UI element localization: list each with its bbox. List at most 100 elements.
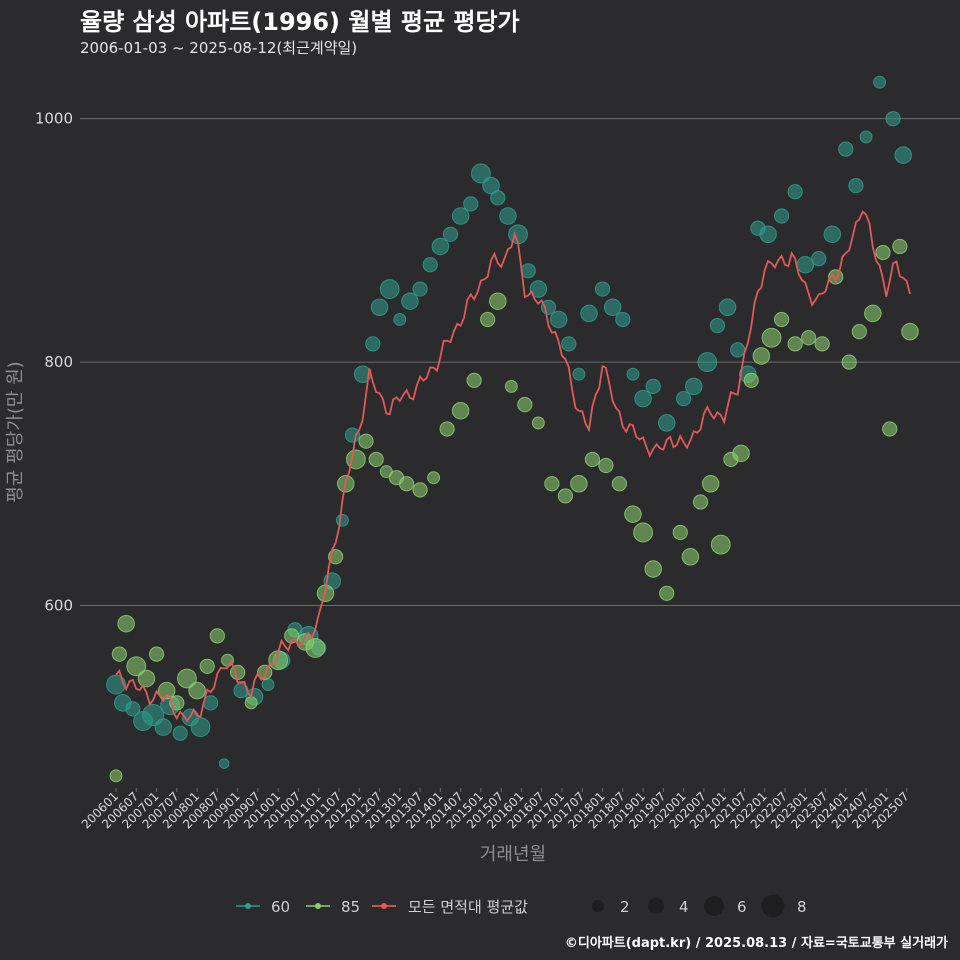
grid-lines bbox=[80, 118, 960, 606]
point-60 bbox=[190, 717, 211, 738]
point-85 bbox=[701, 475, 720, 493]
point-60 bbox=[154, 718, 173, 736]
point-85 bbox=[368, 451, 384, 468]
point-85 bbox=[157, 681, 176, 700]
point-60 bbox=[885, 111, 901, 127]
point-60 bbox=[451, 207, 470, 225]
point-85 bbox=[169, 695, 185, 711]
point-85 bbox=[504, 379, 518, 393]
point-85 bbox=[659, 585, 675, 601]
point-85 bbox=[841, 354, 857, 370]
point-60 bbox=[379, 279, 400, 299]
point-85 bbox=[611, 476, 628, 492]
point-60 bbox=[499, 207, 517, 225]
point-60 bbox=[718, 298, 737, 317]
point-60 bbox=[774, 208, 790, 224]
legend-size-circle-2 bbox=[592, 900, 604, 912]
point-60 bbox=[645, 378, 661, 395]
point-85 bbox=[412, 482, 428, 498]
point-85 bbox=[305, 638, 326, 658]
point-85 bbox=[570, 475, 588, 493]
point-60 bbox=[471, 163, 491, 184]
point-60 bbox=[365, 336, 381, 352]
point-85 bbox=[882, 421, 898, 437]
point-60 bbox=[529, 280, 548, 298]
avg-line bbox=[115, 210, 911, 723]
point-85 bbox=[875, 244, 891, 261]
scatter-points bbox=[106, 75, 919, 783]
legend-label-avg: 모든 면적대 평균값 bbox=[408, 898, 528, 916]
point-85 bbox=[743, 372, 759, 388]
x-tick-labels: 2006012006072007012007072008012008072009… bbox=[79, 788, 912, 832]
y-tick-600: 600 bbox=[44, 596, 73, 614]
point-85 bbox=[480, 311, 496, 328]
point-60 bbox=[401, 292, 419, 310]
point-85 bbox=[584, 451, 601, 468]
point-85 bbox=[864, 304, 882, 323]
point-85 bbox=[345, 449, 366, 470]
point-85 bbox=[892, 238, 908, 255]
point-85 bbox=[901, 322, 919, 341]
point-85 bbox=[598, 457, 614, 474]
point-85 bbox=[672, 524, 688, 541]
point-60 bbox=[520, 263, 536, 279]
point-60 bbox=[233, 683, 249, 699]
point-85 bbox=[531, 416, 545, 430]
point-60 bbox=[580, 304, 598, 323]
point-60 bbox=[634, 389, 652, 408]
point-85 bbox=[787, 336, 803, 352]
point-85 bbox=[710, 534, 731, 555]
point-85 bbox=[177, 668, 197, 689]
point-85 bbox=[644, 560, 662, 578]
point-85 bbox=[451, 401, 470, 420]
point-60 bbox=[344, 427, 361, 443]
legend-size-circle-6 bbox=[704, 896, 724, 916]
y-axis-title: 평균 평당가(만 원) bbox=[5, 361, 26, 502]
point-85 bbox=[188, 681, 206, 700]
legend: 60 85 모든 면적대 평균값 2 4 6 8 bbox=[236, 894, 807, 918]
point-60 bbox=[370, 298, 389, 317]
point-60 bbox=[561, 336, 577, 352]
point-85 bbox=[439, 421, 455, 437]
point-60 bbox=[442, 226, 459, 242]
point-60 bbox=[759, 225, 777, 244]
point-60 bbox=[594, 281, 611, 297]
point-85 bbox=[199, 658, 215, 674]
point-60 bbox=[859, 130, 873, 144]
x-axis-title: 거래년월 bbox=[480, 844, 546, 865]
legend-size-8: 8 bbox=[761, 894, 807, 918]
point-60 bbox=[463, 196, 479, 212]
point-60 bbox=[393, 313, 407, 326]
point-85 bbox=[137, 669, 156, 688]
point-85 bbox=[557, 488, 573, 504]
point-60 bbox=[787, 184, 803, 200]
point-85 bbox=[111, 646, 127, 662]
point-85 bbox=[732, 444, 750, 463]
legend-item-60: 60 bbox=[236, 898, 290, 916]
point-60 bbox=[626, 367, 640, 381]
point-85 bbox=[244, 696, 258, 710]
point-85 bbox=[814, 336, 830, 352]
point-60 bbox=[422, 257, 438, 273]
point-85 bbox=[752, 347, 771, 365]
point-85 bbox=[633, 522, 653, 543]
legend-dot-avg bbox=[381, 903, 387, 909]
legend-dot-85 bbox=[315, 903, 321, 909]
point-85 bbox=[681, 548, 700, 566]
point-85 bbox=[851, 324, 867, 340]
point-85 bbox=[489, 292, 507, 310]
legend-size-label-8: 8 bbox=[797, 898, 807, 916]
point-60 bbox=[431, 237, 450, 256]
point-85 bbox=[358, 433, 374, 449]
point-85 bbox=[774, 311, 790, 328]
chart-title: 율량 삼성 아파트(1996) 월별 평균 평당가 bbox=[80, 8, 520, 36]
point-60 bbox=[603, 298, 622, 317]
legend-label-85: 85 bbox=[341, 898, 360, 916]
point-85 bbox=[427, 471, 441, 485]
legend-size-circle-8 bbox=[761, 894, 785, 918]
legend-size-label-2: 2 bbox=[620, 898, 630, 916]
point-60 bbox=[838, 141, 854, 157]
y-tick-1000: 1000 bbox=[35, 110, 73, 128]
point-85 bbox=[544, 476, 560, 492]
